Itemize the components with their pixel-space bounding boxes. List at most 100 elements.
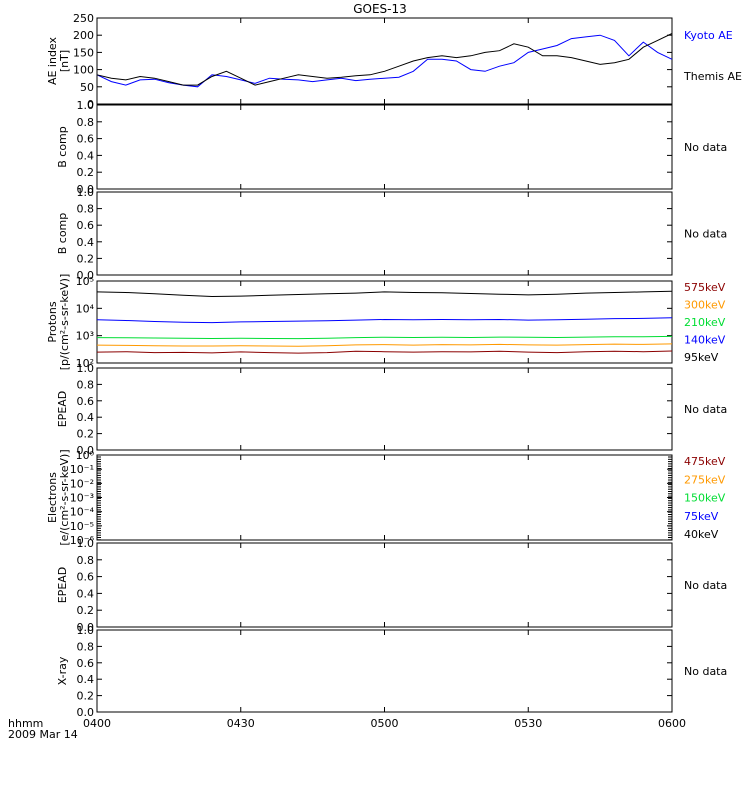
y-axis-label: AE index [46, 36, 59, 85]
y-tick-label: 1.0 [77, 186, 95, 199]
no-data-note: No data [684, 228, 727, 241]
series-protons-575kev [96, 350, 673, 354]
panel-frame [96, 367, 673, 451]
y-axis-label: Protons [46, 301, 59, 342]
y-tick-label: 0.4 [77, 411, 95, 424]
y-tick-label: 150 [73, 46, 94, 59]
y-tick-label: 1.0 [77, 99, 95, 112]
x-tick-label: 0530 [514, 717, 542, 730]
x-tick-label: 0400 [83, 717, 111, 730]
series-ae-themis-ae [96, 33, 673, 86]
panel-epead2: 1.0 0.8 0.6 0.4 0.2 0.0 EPEAD No data [56, 537, 727, 634]
y-tick-label: 0.0 [77, 621, 95, 634]
y-tick-label: 10⁵ [76, 275, 94, 288]
x-tick-label: 0600 [658, 717, 686, 730]
series-ae-kyoto-ae [96, 34, 673, 88]
y-tick-label: 0.0 [77, 183, 95, 196]
y-tick-label: 10³ [76, 330, 94, 343]
legend-entry: 210keV [684, 316, 726, 329]
y-tick-label: 0.6 [77, 133, 95, 146]
y-tick-label: 0.8 [77, 203, 95, 216]
panel-ae: 250 200 150 100 50 0 AE index [nT] Kyoto AE Themi… [46, 12, 742, 111]
y-tick-label: 0 [87, 98, 94, 111]
y-tick-label: 0.2 [77, 604, 95, 617]
panel-frame [96, 104, 673, 190]
y-tick-label: 0.2 [77, 428, 95, 441]
y-tick-label: 1.0 [77, 624, 95, 637]
y-axis-label: Electrons [46, 472, 59, 523]
y-tick-label: 10⁻⁵ [70, 520, 94, 533]
y-tick-label: 250 [73, 12, 94, 25]
panel-epead1: 1.0 0.8 0.6 0.4 0.2 0.0 EPEAD No data [56, 362, 727, 457]
y-tick-label: 50 [80, 81, 94, 94]
y-tick-label: 0.2 [77, 690, 95, 703]
legend-entry: 75keV [684, 510, 719, 523]
no-data-note: No data [684, 403, 727, 416]
legend-entry: Kyoto AE [684, 29, 733, 42]
y-tick-label: 0.0 [77, 269, 95, 282]
x-tick-label: 0500 [371, 717, 399, 730]
y-tick-label: 0.6 [77, 395, 95, 408]
legend-entry: 575keV [684, 281, 726, 294]
panel-frame [96, 542, 673, 628]
y-tick-label: 0.8 [77, 640, 95, 653]
panel-protons: 10⁵ 10⁴ 10³ 10² Protons [p/(cm²-s-sr-keV)] 575… [46, 274, 726, 371]
legend-entry: 475keV [684, 455, 726, 468]
y-tick-label: 10² [76, 357, 94, 370]
y-axis-label: X-ray [56, 656, 69, 685]
legend-entry: 95keV [684, 351, 719, 364]
series-protons-210kev [96, 335, 673, 340]
panel-xray: 1.0 0.8 0.6 0.4 0.2 0.0 X-ray No data [56, 624, 727, 719]
legend-entry: 140keV [684, 334, 726, 347]
y-tick-label: 0.8 [77, 378, 95, 391]
date-label: 2009 Mar 14 [8, 728, 78, 741]
y-tick-label: 0.4 [77, 149, 95, 162]
panel-frame [96, 191, 673, 276]
panel-b1: 1.0 0.8 0.6 0.4 0.2 0.0 B comp No data [56, 99, 727, 196]
y-tick-label: 10⁻³ [70, 492, 94, 505]
y-tick-label: 10⁰ [76, 449, 95, 462]
y-axis-units: [p/(cm²-s-sr-keV)] [58, 274, 71, 371]
y-tick-label: 0.8 [77, 554, 95, 567]
legend-entry: Themis AE [683, 70, 742, 83]
y-axis-label: B comp [56, 213, 69, 255]
y-tick-label: 0.6 [77, 571, 95, 584]
series-protons-140kev [96, 317, 673, 324]
y-tick-label: 10⁻⁶ [70, 534, 95, 547]
y-axis-units: [e/(cm²-s-sr-keV)] [58, 449, 71, 545]
x-axis-label: hhmm [8, 717, 43, 730]
y-tick-label: 0.6 [77, 219, 95, 232]
y-tick-label: 100 [73, 64, 94, 77]
panel-b2: 1.0 0.8 0.6 0.4 0.2 0.0 B comp No data [56, 186, 727, 282]
y-tick-label: 10⁻² [70, 477, 94, 490]
x-axis: 0400 0430 0500 0530 0600 [83, 717, 686, 730]
y-tick-label: 200 [73, 29, 94, 42]
y-tick-label: 10⁻⁴ [70, 506, 95, 519]
y-tick-label: 0.2 [77, 252, 95, 265]
panel-frame [96, 454, 673, 541]
y-tick-label: 0.6 [77, 657, 95, 670]
legend-entry: 150keV [684, 492, 726, 505]
y-tick-label: 10⁴ [76, 302, 95, 315]
y-tick-label: 0.2 [77, 166, 95, 179]
y-tick-label: 10⁻¹ [70, 463, 94, 476]
y-tick-label: 0.4 [77, 673, 95, 686]
y-axis-label: EPEAD [56, 391, 69, 428]
y-tick-label: 0.0 [77, 706, 95, 719]
legend-entry: 300keV [684, 299, 726, 312]
no-data-note: No data [684, 665, 727, 678]
series-protons-95kev [96, 290, 673, 298]
x-tick-label: 0430 [227, 717, 255, 730]
legend-entry: 40keV [684, 528, 719, 541]
y-tick-label: 0.4 [77, 236, 95, 249]
legend-entry: 275keV [684, 473, 726, 486]
series-protons-300kev [96, 343, 673, 347]
y-tick-label: 0.8 [77, 116, 95, 129]
y-axis-label: B comp [56, 126, 69, 168]
panels-layer: 250 200 150 100 50 0 AE index [nT] Kyoto AE Themi… [46, 12, 742, 719]
y-axis-label: EPEAD [56, 567, 69, 604]
y-tick-label: 0.0 [77, 444, 95, 457]
no-data-note: No data [684, 579, 727, 592]
